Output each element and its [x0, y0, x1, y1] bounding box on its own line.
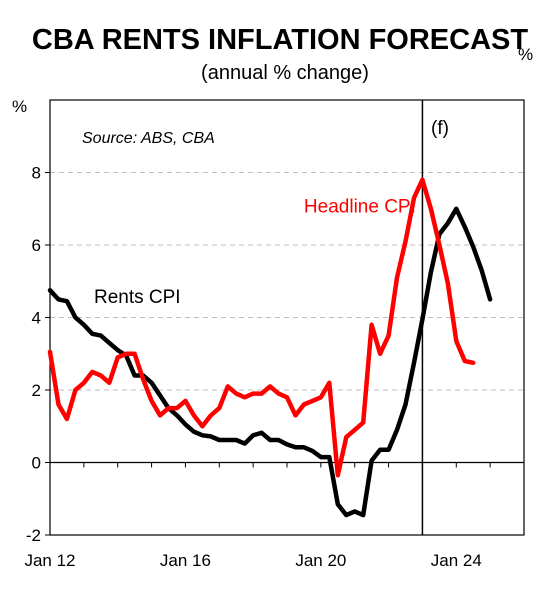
x-tick-label: Jan 16	[160, 551, 211, 570]
tick-labels: -2 0 2 4 6 8 Jan 12 Jan 16 Jan 20 Jan 24	[24, 164, 481, 571]
y-axis-unit-left: %	[12, 97, 27, 116]
series-line-headline	[47, 177, 476, 478]
y-axis-unit-right: %	[518, 45, 533, 64]
series: Rents CPI Headline CPI	[47, 177, 493, 518]
y-tick-label: 0	[32, 454, 41, 473]
source-note: Source: ABS, CBA	[82, 130, 215, 147]
x-tick-label: Jan 20	[295, 551, 346, 570]
y-tick-label: 6	[32, 236, 41, 255]
forecast-marker-label: (f)	[431, 118, 449, 139]
x-tick-label: Jan 12	[24, 551, 75, 570]
chart-title: CBA RENTS INFLATION FORECAST	[32, 24, 528, 56]
y-tick-label: 8	[32, 164, 41, 183]
series-label-rents: Rents CPI	[94, 287, 181, 308]
y-tick-label: -2	[26, 526, 41, 545]
y-tick-label: 4	[32, 309, 41, 328]
x-tick-label: Jan 24	[431, 551, 482, 570]
y-tick-label: 2	[32, 381, 41, 400]
chart-subtitle: (annual % change)	[201, 62, 369, 84]
series-label-headline: Headline CPI	[304, 196, 416, 217]
